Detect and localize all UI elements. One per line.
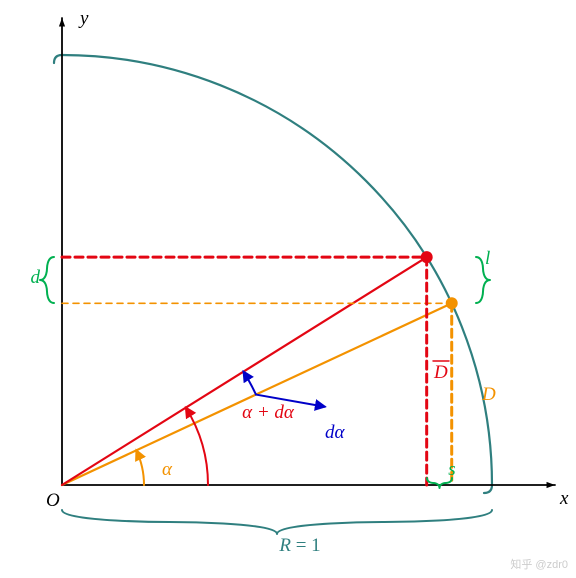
watermark: 知乎 @zdr0	[510, 556, 568, 572]
svg-text:y: y	[78, 8, 89, 29]
svg-text:d: d	[31, 267, 41, 288]
svg-text:O: O	[46, 490, 60, 511]
svg-text:α + dα: α + dα	[242, 402, 295, 423]
svg-text:α: α	[162, 459, 173, 480]
svg-text:s: s	[448, 459, 455, 480]
svg-text:dα: dα	[325, 422, 346, 443]
svg-text:x: x	[559, 488, 569, 509]
svg-text:R = 1: R = 1	[278, 535, 320, 556]
svg-text:D: D	[433, 362, 448, 383]
svg-text:l: l	[485, 248, 490, 269]
geometry-diagram: x y Oα α + dα dα D Dl d s R = 1	[0, 0, 576, 578]
svg-text:D: D	[481, 384, 496, 405]
